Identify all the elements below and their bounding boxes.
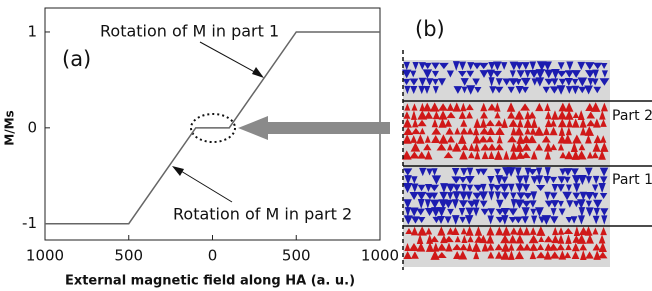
y-tick-label: -1 (22, 214, 37, 232)
panel-label: (a) (62, 47, 91, 71)
y-axis-label: M/Ms (3, 110, 17, 145)
big-arrow (238, 116, 390, 140)
x-tick-label: 1000 (361, 247, 399, 265)
annotation: Rotation of M in part 1 (100, 22, 279, 41)
x-tick-label: 500 (114, 247, 143, 265)
x-axis-label: External magnetic field along HA (a. u.) (65, 274, 355, 289)
x-tick-label: 0 (208, 247, 218, 265)
annotation-arrow (200, 42, 262, 76)
figure: (a) External magnetic field along HA (a.… (0, 0, 652, 291)
x-tick-label: 500 (282, 247, 311, 265)
annotation: Rotation of M in part 2 (173, 205, 352, 224)
simulation-panel (402, 50, 652, 270)
arrow-head (252, 67, 264, 78)
y-tick-label: 0 (27, 118, 37, 136)
panel-label: (b) (415, 17, 445, 41)
part-label: Part 2 (612, 108, 652, 124)
x-tick-label: 1000 (26, 247, 64, 265)
arrow-head (172, 166, 184, 176)
y-tick-label: 1 (27, 22, 37, 40)
annotation-arrow (176, 168, 232, 202)
part-label: Part 1 (612, 172, 652, 188)
